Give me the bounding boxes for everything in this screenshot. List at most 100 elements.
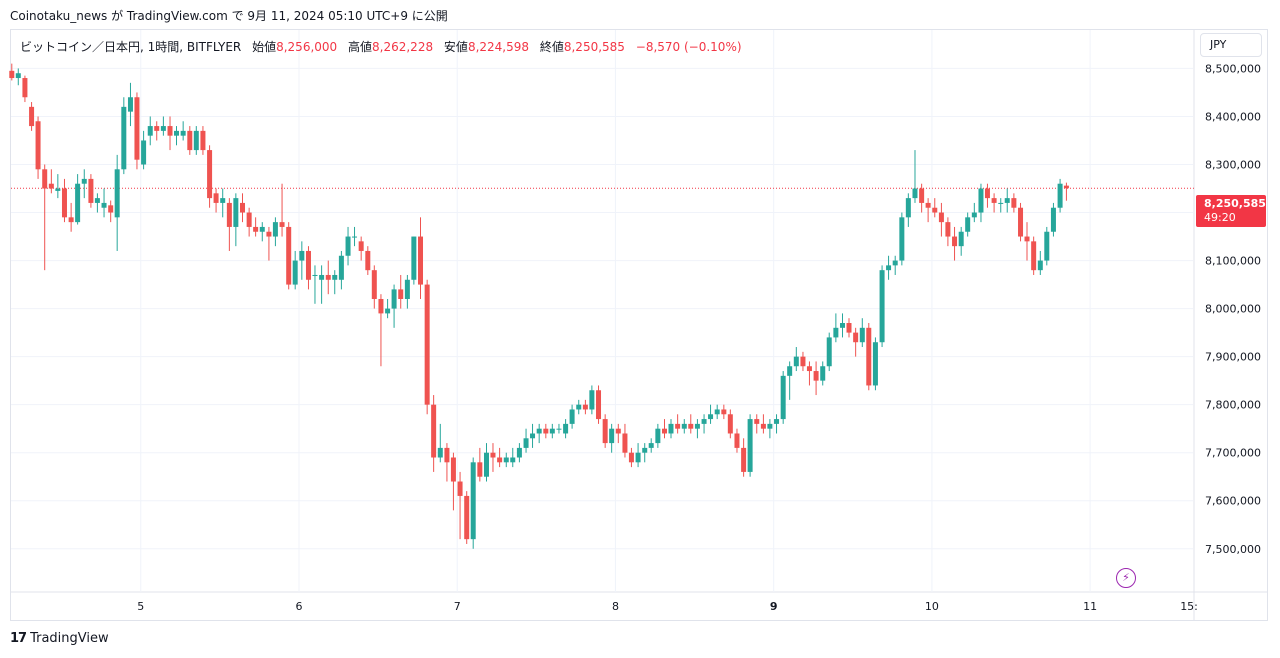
candle bbox=[1063, 182, 1069, 201]
candle bbox=[94, 193, 100, 213]
candle bbox=[569, 404, 575, 429]
tradingview-logo[interactable]: 17 TradingView bbox=[10, 631, 109, 646]
candle bbox=[134, 92, 140, 170]
candle bbox=[398, 274, 404, 309]
candle bbox=[833, 313, 839, 343]
candle bbox=[787, 361, 793, 400]
candle bbox=[1044, 226, 1050, 266]
candle bbox=[760, 414, 766, 434]
candle-body bbox=[35, 121, 41, 170]
candle-body bbox=[398, 289, 404, 299]
candle-body bbox=[780, 375, 786, 420]
candle bbox=[846, 318, 852, 338]
candle bbox=[1031, 236, 1037, 275]
candle bbox=[589, 385, 595, 415]
candle bbox=[694, 419, 700, 439]
candle-body bbox=[998, 202, 1004, 204]
candle-body bbox=[444, 447, 450, 463]
last-price-value: 8,250,585 bbox=[1204, 197, 1266, 210]
candle-body bbox=[826, 337, 832, 367]
y-tick-label: 7,900,000 bbox=[1205, 351, 1261, 364]
candle bbox=[48, 169, 54, 194]
x-tick-label: 5 bbox=[137, 600, 144, 613]
candle bbox=[662, 419, 668, 439]
candle-body bbox=[319, 274, 325, 280]
candle bbox=[866, 323, 872, 391]
candle bbox=[424, 279, 430, 415]
candle bbox=[938, 202, 944, 237]
candle bbox=[220, 188, 226, 218]
candle-body bbox=[101, 202, 107, 208]
candle-body bbox=[272, 222, 278, 237]
candle bbox=[1057, 178, 1063, 213]
candle-body bbox=[464, 495, 470, 540]
candle-body bbox=[88, 178, 94, 203]
chart-grid bbox=[11, 30, 1268, 620]
candle bbox=[886, 255, 892, 280]
flash-icon[interactable]: ⚡ bbox=[1116, 568, 1136, 588]
candle bbox=[42, 164, 48, 271]
candle bbox=[213, 188, 219, 213]
candle bbox=[404, 274, 410, 309]
candle-body bbox=[648, 443, 654, 448]
candle bbox=[272, 217, 278, 247]
candle bbox=[596, 385, 602, 424]
candle bbox=[81, 169, 87, 199]
candle bbox=[246, 207, 252, 237]
candle-body bbox=[497, 457, 503, 463]
candle-body bbox=[820, 366, 826, 381]
chart-frame bbox=[10, 29, 1268, 621]
candle-body bbox=[516, 447, 522, 458]
candle-body bbox=[701, 419, 707, 424]
candle-body bbox=[596, 390, 602, 420]
candle bbox=[180, 121, 186, 141]
candle bbox=[160, 116, 166, 136]
candle bbox=[15, 68, 21, 86]
y-tick-label: 8,000,000 bbox=[1205, 303, 1261, 316]
x-tick-label: 9 bbox=[770, 600, 778, 613]
candle-body bbox=[536, 428, 542, 434]
candle bbox=[193, 126, 199, 155]
candle bbox=[642, 443, 648, 463]
candle bbox=[450, 452, 456, 511]
candle-body bbox=[899, 217, 905, 261]
candle bbox=[754, 414, 760, 434]
legend-high-label: 高値 bbox=[348, 40, 373, 54]
candle-body bbox=[325, 274, 331, 280]
candle bbox=[75, 174, 81, 225]
candle-body bbox=[9, 70, 15, 79]
candle bbox=[549, 423, 555, 439]
candle bbox=[292, 250, 298, 290]
legend-low-label: 安値 bbox=[443, 40, 468, 54]
candle-body bbox=[576, 404, 582, 410]
candle bbox=[991, 193, 997, 213]
candle bbox=[101, 188, 107, 218]
candle bbox=[1037, 250, 1043, 275]
candle-body bbox=[628, 452, 634, 463]
candle bbox=[358, 236, 364, 261]
candle bbox=[840, 313, 846, 338]
candle-body bbox=[556, 428, 562, 430]
candle-body bbox=[853, 332, 859, 343]
candle-body bbox=[872, 342, 878, 386]
candle-body bbox=[793, 356, 799, 367]
currency-button[interactable]: JPY bbox=[1200, 33, 1262, 57]
candles bbox=[9, 63, 1069, 549]
candle bbox=[602, 414, 608, 448]
candle-body bbox=[694, 423, 700, 429]
candle-body bbox=[589, 390, 595, 410]
candle-body bbox=[741, 447, 747, 472]
candle-body bbox=[213, 193, 219, 203]
candle bbox=[945, 217, 951, 247]
candle-body bbox=[886, 265, 892, 271]
tradingview-mark-icon: 17 bbox=[10, 631, 27, 646]
candle-body bbox=[160, 126, 166, 131]
candle bbox=[978, 183, 984, 223]
candle bbox=[582, 399, 588, 415]
y-tick-label: 7,700,000 bbox=[1205, 447, 1261, 460]
candle bbox=[820, 361, 826, 386]
candle bbox=[523, 428, 529, 453]
candle bbox=[483, 443, 489, 482]
candle bbox=[365, 246, 371, 275]
